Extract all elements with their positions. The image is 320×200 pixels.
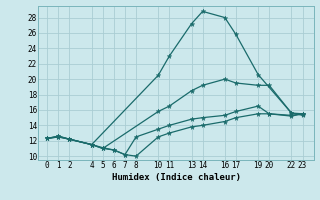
X-axis label: Humidex (Indice chaleur): Humidex (Indice chaleur) (111, 173, 241, 182)
